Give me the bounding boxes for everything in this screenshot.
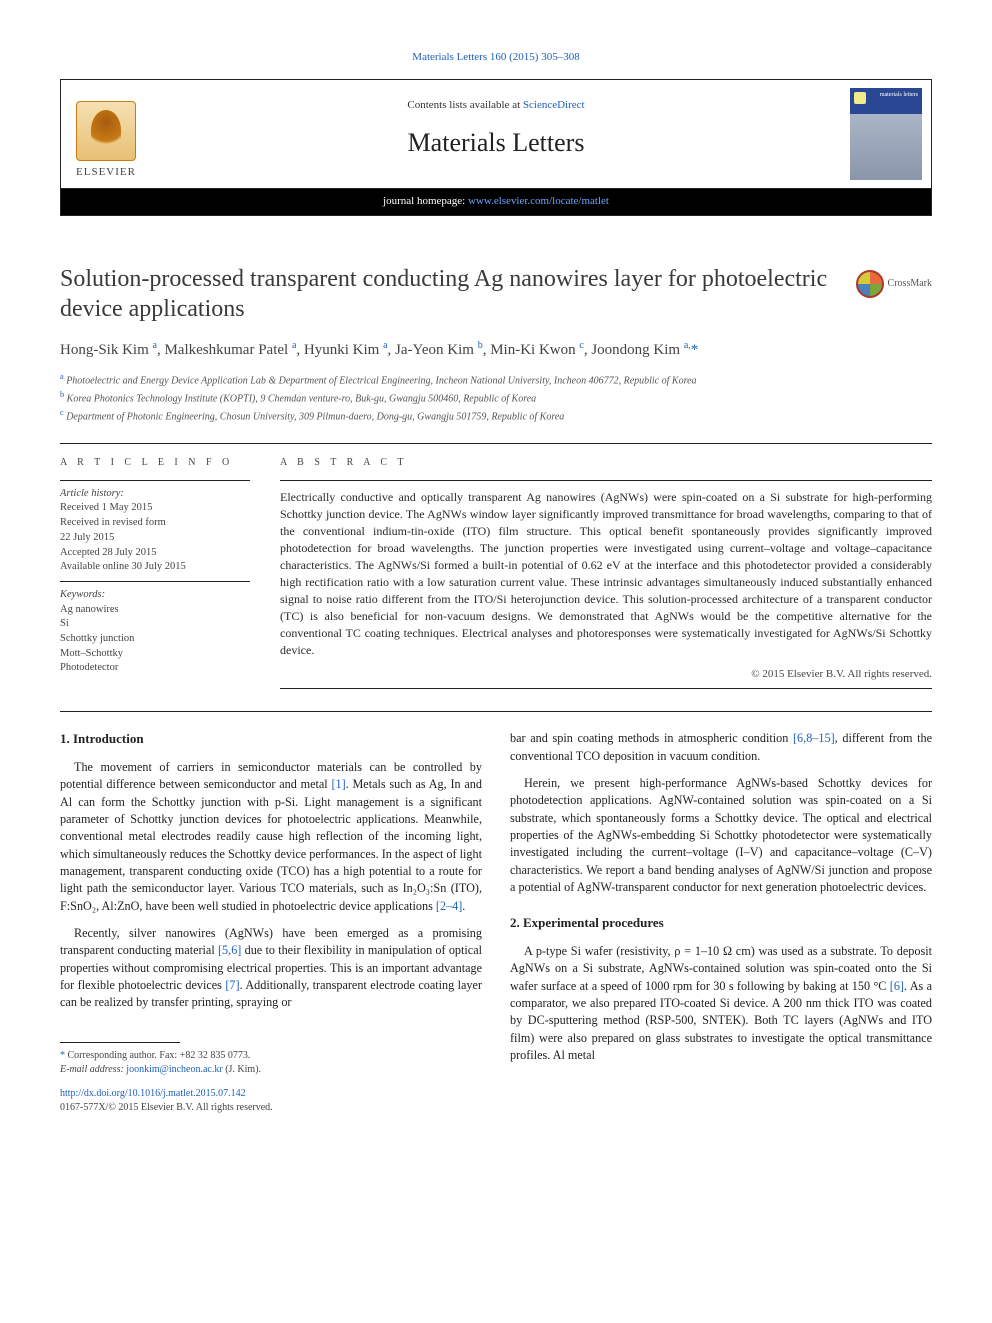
affiliations: a Photoelectric and Energy Device Applic…: [60, 371, 932, 424]
footnote-separator: [60, 1042, 180, 1043]
citation-link[interactable]: [2–4]: [436, 899, 462, 913]
abstract-text: Electrically conductive and optically tr…: [280, 489, 932, 659]
body-paragraph: A p-type Si wafer (resistivity, ρ = 1–10…: [510, 943, 932, 1064]
text-run: bar and spin coating methods in atmosphe…: [510, 731, 793, 745]
cover-thumb-block: materials letters: [841, 80, 931, 188]
citation-link[interactable]: [7]: [225, 978, 239, 992]
homepage-bar: journal homepage: www.elsevier.com/locat…: [61, 188, 931, 214]
publisher-logo-block: ELSEVIER: [61, 80, 151, 188]
journal-title: Materials Letters: [408, 125, 585, 161]
journal-header: ELSEVIER Contents lists available at Sci…: [60, 79, 932, 215]
abstract-column: A B S T R A C T Electrically conductive …: [280, 456, 932, 690]
article-history: Article history: Received 1 May 2015Rece…: [60, 480, 250, 575]
crossmark-label: CrossMark: [888, 277, 932, 291]
sciencedirect-link[interactable]: ScienceDirect: [523, 99, 585, 111]
contents-line: Contents lists available at ScienceDirec…: [407, 98, 584, 113]
body-paragraph: bar and spin coating methods in atmosphe…: [510, 730, 932, 765]
abstract-copyright: © 2015 Elsevier B.V. All rights reserved…: [280, 667, 932, 682]
citation-link[interactable]: [5,6]: [218, 943, 241, 957]
keywords-head: Keywords:: [60, 589, 105, 600]
rule: [280, 480, 932, 481]
text-run: .: [462, 899, 465, 913]
crossmark-badge[interactable]: CrossMark: [856, 270, 932, 298]
corr-author-note: Corresponding author. Fax: +82 32 835 07…: [68, 1050, 251, 1061]
citation-link[interactable]: [6,8–15]: [793, 731, 835, 745]
abstract-label: A B S T R A C T: [280, 456, 932, 470]
body-paragraph: The movement of carriers in semiconducto…: [60, 759, 482, 915]
body-paragraph: Recently, silver nanowires (AgNWs) have …: [60, 925, 482, 1012]
text-run: A p-type Si wafer (resistivity, ρ = 1–10…: [510, 944, 932, 993]
crossmark-icon: [856, 270, 884, 298]
body-text: 1. Introduction The movement of carriers…: [60, 730, 932, 1114]
citation-link[interactable]: [1]: [331, 777, 345, 791]
corr-email-link[interactable]: joonkim@incheon.ac.kr: [126, 1064, 222, 1075]
contents-prefix: Contents lists available at: [407, 99, 522, 111]
authors-line: Hong-Sik Kim a, Malkeshkumar Patel a, Hy…: [60, 338, 932, 362]
issn-copyright: 0167-577X/© 2015 Elsevier B.V. All right…: [60, 1102, 273, 1113]
paper-title: Solution-processed transparent conductin…: [60, 264, 844, 324]
homepage-link[interactable]: www.elsevier.com/locate/matlet: [468, 195, 609, 207]
rule: [60, 443, 932, 444]
introduction-heading: 1. Introduction: [60, 730, 482, 748]
publisher-name: ELSEVIER: [76, 165, 136, 180]
corr-marker: *: [60, 1050, 68, 1061]
citation-link[interactable]: [6]: [890, 979, 904, 993]
email-who: (J. Kim).: [223, 1064, 261, 1075]
cover-label: materials letters: [880, 91, 918, 99]
text-run: . Metals such as Ag, In and Al can form …: [60, 777, 482, 912]
doi-block: http://dx.doi.org/10.1016/j.matlet.2015.…: [60, 1087, 482, 1115]
article-info-column: A R T I C L E I N F O Article history: R…: [60, 456, 250, 690]
homepage-prefix: journal homepage:: [383, 195, 468, 207]
rule: [280, 688, 932, 689]
email-label: E-mail address:: [60, 1064, 126, 1075]
top-citation: Materials Letters 160 (2015) 305–308: [60, 50, 932, 65]
elsevier-tree-icon: [76, 101, 136, 161]
article-info-label: A R T I C L E I N F O: [60, 456, 250, 470]
journal-cover-thumb: materials letters: [850, 88, 922, 180]
history-head: Article history:: [60, 488, 124, 499]
keywords-block: Keywords: Ag nanowiresSiSchottky junctio…: [60, 581, 250, 676]
experimental-heading: 2. Experimental procedures: [510, 914, 932, 932]
body-paragraph: Herein, we present high-performance AgNW…: [510, 775, 932, 896]
doi-link[interactable]: http://dx.doi.org/10.1016/j.matlet.2015.…: [60, 1088, 246, 1099]
rule: [60, 711, 932, 712]
footnotes: * Corresponding author. Fax: +82 32 835 …: [60, 1049, 482, 1077]
